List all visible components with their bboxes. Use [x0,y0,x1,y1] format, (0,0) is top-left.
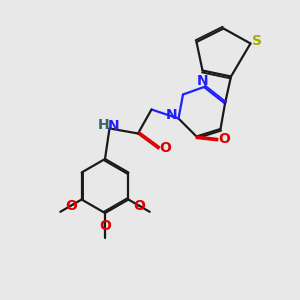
Text: S: S [252,34,262,48]
Text: O: O [65,199,76,213]
Text: H: H [98,118,109,132]
Text: O: O [159,142,171,155]
Text: O: O [99,219,111,232]
Text: O: O [134,199,145,213]
Text: N: N [166,108,178,122]
Text: N: N [196,74,208,88]
Text: O: O [218,132,230,146]
Text: N: N [107,119,119,133]
